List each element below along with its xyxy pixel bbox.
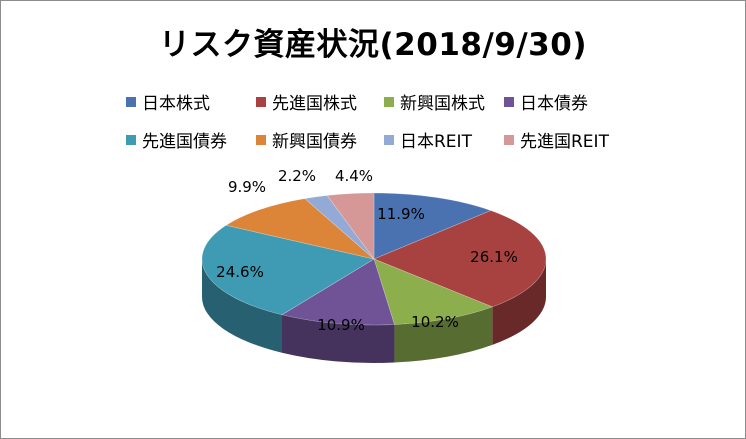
pie-slice [373, 210, 547, 308]
data-label: 4.4% [335, 167, 373, 185]
legend-swatch [504, 134, 514, 145]
legend-swatch [504, 96, 514, 107]
legend-item: 日本債券 [504, 89, 588, 114]
legend-label: 日本債券 [520, 94, 588, 114]
pie-slice [281, 258, 395, 326]
data-label: 9.9% [228, 178, 266, 196]
legend-label: 日本REIT [400, 132, 472, 152]
legend-swatch [126, 134, 136, 145]
legend-label: 先進国株式 [272, 94, 357, 114]
legend-item: 新興国債券 [256, 127, 357, 152]
legend-label: 新興国株式 [400, 94, 485, 114]
legend-item: 日本REIT [384, 127, 472, 152]
data-label: 11.9% [377, 205, 425, 223]
data-label: 10.9% [317, 316, 365, 334]
chart-title: リスク資産状況(2018/9/30) [159, 27, 587, 63]
pie-side [282, 314, 395, 363]
legend-label: 先進国債券 [142, 132, 227, 152]
pie-slice [373, 258, 494, 325]
legend-item: 先進国REIT [504, 127, 609, 152]
pie-slice [373, 192, 492, 260]
legend-item: 日本株式 [126, 89, 210, 114]
legend-swatch [256, 134, 266, 145]
legend-label: 先進国REIT [520, 132, 609, 152]
legend-item: 先進国債券 [126, 127, 227, 152]
legend-swatch [384, 134, 394, 145]
pie-side [202, 259, 283, 353]
legend-label: 新興国債券 [272, 132, 357, 152]
pie-slice [304, 195, 375, 260]
pie-top [201, 192, 547, 326]
legend-item: 新興国株式 [384, 89, 485, 114]
pie-side [492, 259, 546, 345]
legend-item: 先進国株式 [256, 89, 357, 114]
pie-sides [202, 259, 546, 363]
data-label: 24.6% [216, 263, 264, 281]
data-label: 2.2% [278, 167, 316, 185]
legend-swatch [126, 96, 136, 107]
legend-label: 日本株式 [142, 94, 210, 114]
pie-slice [225, 198, 375, 260]
data-label: 26.1% [470, 248, 518, 266]
legend: 日本株式 先進国株式 新興国株式 日本債券先進国債券 新興国債券 日本REIT 先進国REI… [1, 1, 745, 171]
data-label: 10.2% [411, 313, 459, 331]
legend-swatch [256, 96, 266, 107]
pie-slice [326, 192, 375, 260]
legend-swatch [384, 96, 394, 107]
pie-slice [201, 224, 375, 316]
pie-side [394, 306, 493, 363]
